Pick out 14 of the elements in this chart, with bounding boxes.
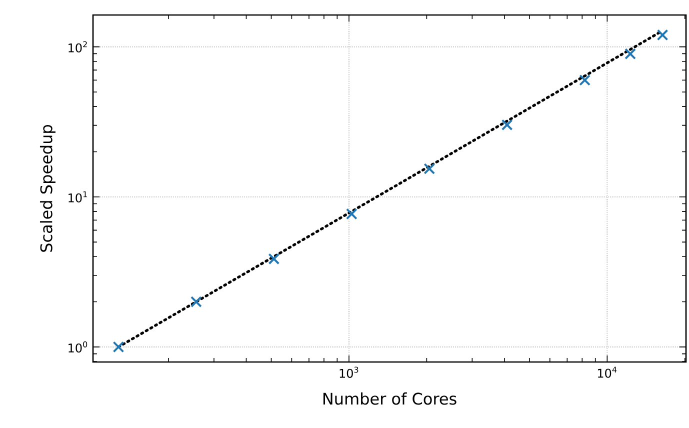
- point: [579, 74, 591, 86]
- x-tick-label: 10$^{4}$: [598, 366, 617, 378]
- point: [346, 208, 358, 220]
- y-tick-label: 10$^{1}$: [68, 191, 87, 202]
- point: [424, 163, 436, 174]
- point: [501, 119, 513, 131]
- y-tick-label: 10$^{2}$: [68, 41, 87, 52]
- x-tick-label: 10$^{3}$: [340, 366, 358, 378]
- y-axis-title: Scaled Speedup: [40, 124, 56, 252]
- point: [268, 253, 280, 265]
- y-tick-label: 10$^{0}$: [68, 341, 88, 353]
- point: [112, 341, 124, 353]
- x-axis-title: Number of Cores: [323, 392, 456, 405]
- point: [190, 296, 202, 308]
